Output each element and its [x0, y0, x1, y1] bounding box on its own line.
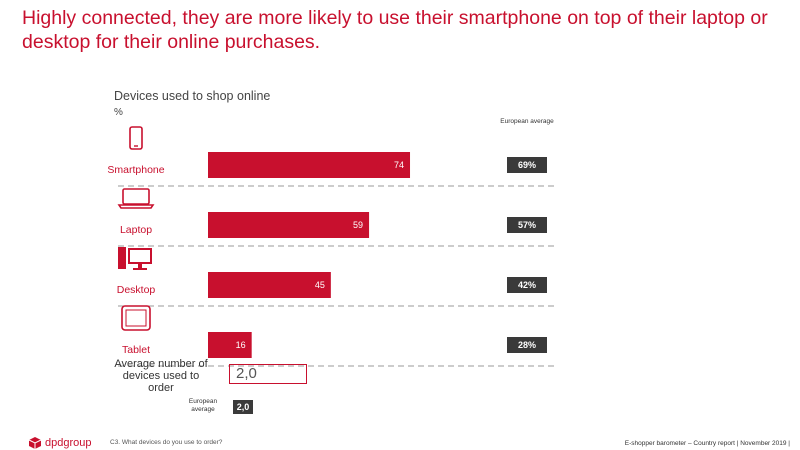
- european-average-header: European average: [500, 118, 554, 125]
- bar-laptop: [208, 212, 370, 238]
- european-average-box-desktop: [507, 277, 547, 293]
- device-label-smartphone: Smartphone: [107, 164, 164, 176]
- average-devices-value: 2,0: [229, 364, 307, 384]
- european-average-box-laptop: [507, 217, 547, 233]
- average-devices-label: Average number of devices used to order: [114, 358, 208, 394]
- dpd-cube-icon: [28, 437, 42, 449]
- report-footer: E-shopper barometer – Country report | N…: [624, 440, 790, 447]
- bar-value-laptop: 59: [353, 220, 363, 230]
- european-average-value-tablet: 28%: [518, 340, 536, 350]
- european-average-value-desktop: 42%: [518, 280, 536, 290]
- unit-label: %: [114, 107, 123, 118]
- device-label-laptop: Laptop: [120, 224, 152, 236]
- european-average-devices-label: European average: [188, 398, 218, 413]
- logo-text: dpdgroup: [45, 437, 92, 449]
- chart-title: Devices used to shop online: [114, 89, 271, 103]
- tablet-icon: [121, 305, 151, 331]
- device-label-desktop: Desktop: [117, 284, 156, 296]
- page-headline: Highly connected, they are more likely t…: [22, 7, 768, 53]
- device-label-tablet: Tablet: [122, 344, 150, 356]
- smartphone-icon: [129, 126, 143, 150]
- bar-smartphone: [208, 152, 411, 178]
- dpdgroup-logo: dpdgroup: [28, 436, 92, 450]
- european-average-box-smartphone: [507, 157, 547, 173]
- desktop-icon: [118, 247, 152, 270]
- european-average-value-smartphone: 69%: [518, 160, 536, 170]
- european-average-value-laptop: 57%: [518, 220, 536, 230]
- bar-value-tablet: 16: [236, 340, 246, 350]
- european-average-devices-value: 2,0: [233, 400, 253, 414]
- bar-desktop: [208, 272, 331, 298]
- laptop-icon: [117, 188, 155, 209]
- bar-value-desktop: 45: [315, 280, 325, 290]
- european-average-box-tablet: [507, 337, 547, 353]
- bar-value-smartphone: 74: [394, 160, 404, 170]
- question-footnote: C3. What devices do you use to order?: [110, 439, 223, 446]
- bar-tablet: [208, 332, 252, 358]
